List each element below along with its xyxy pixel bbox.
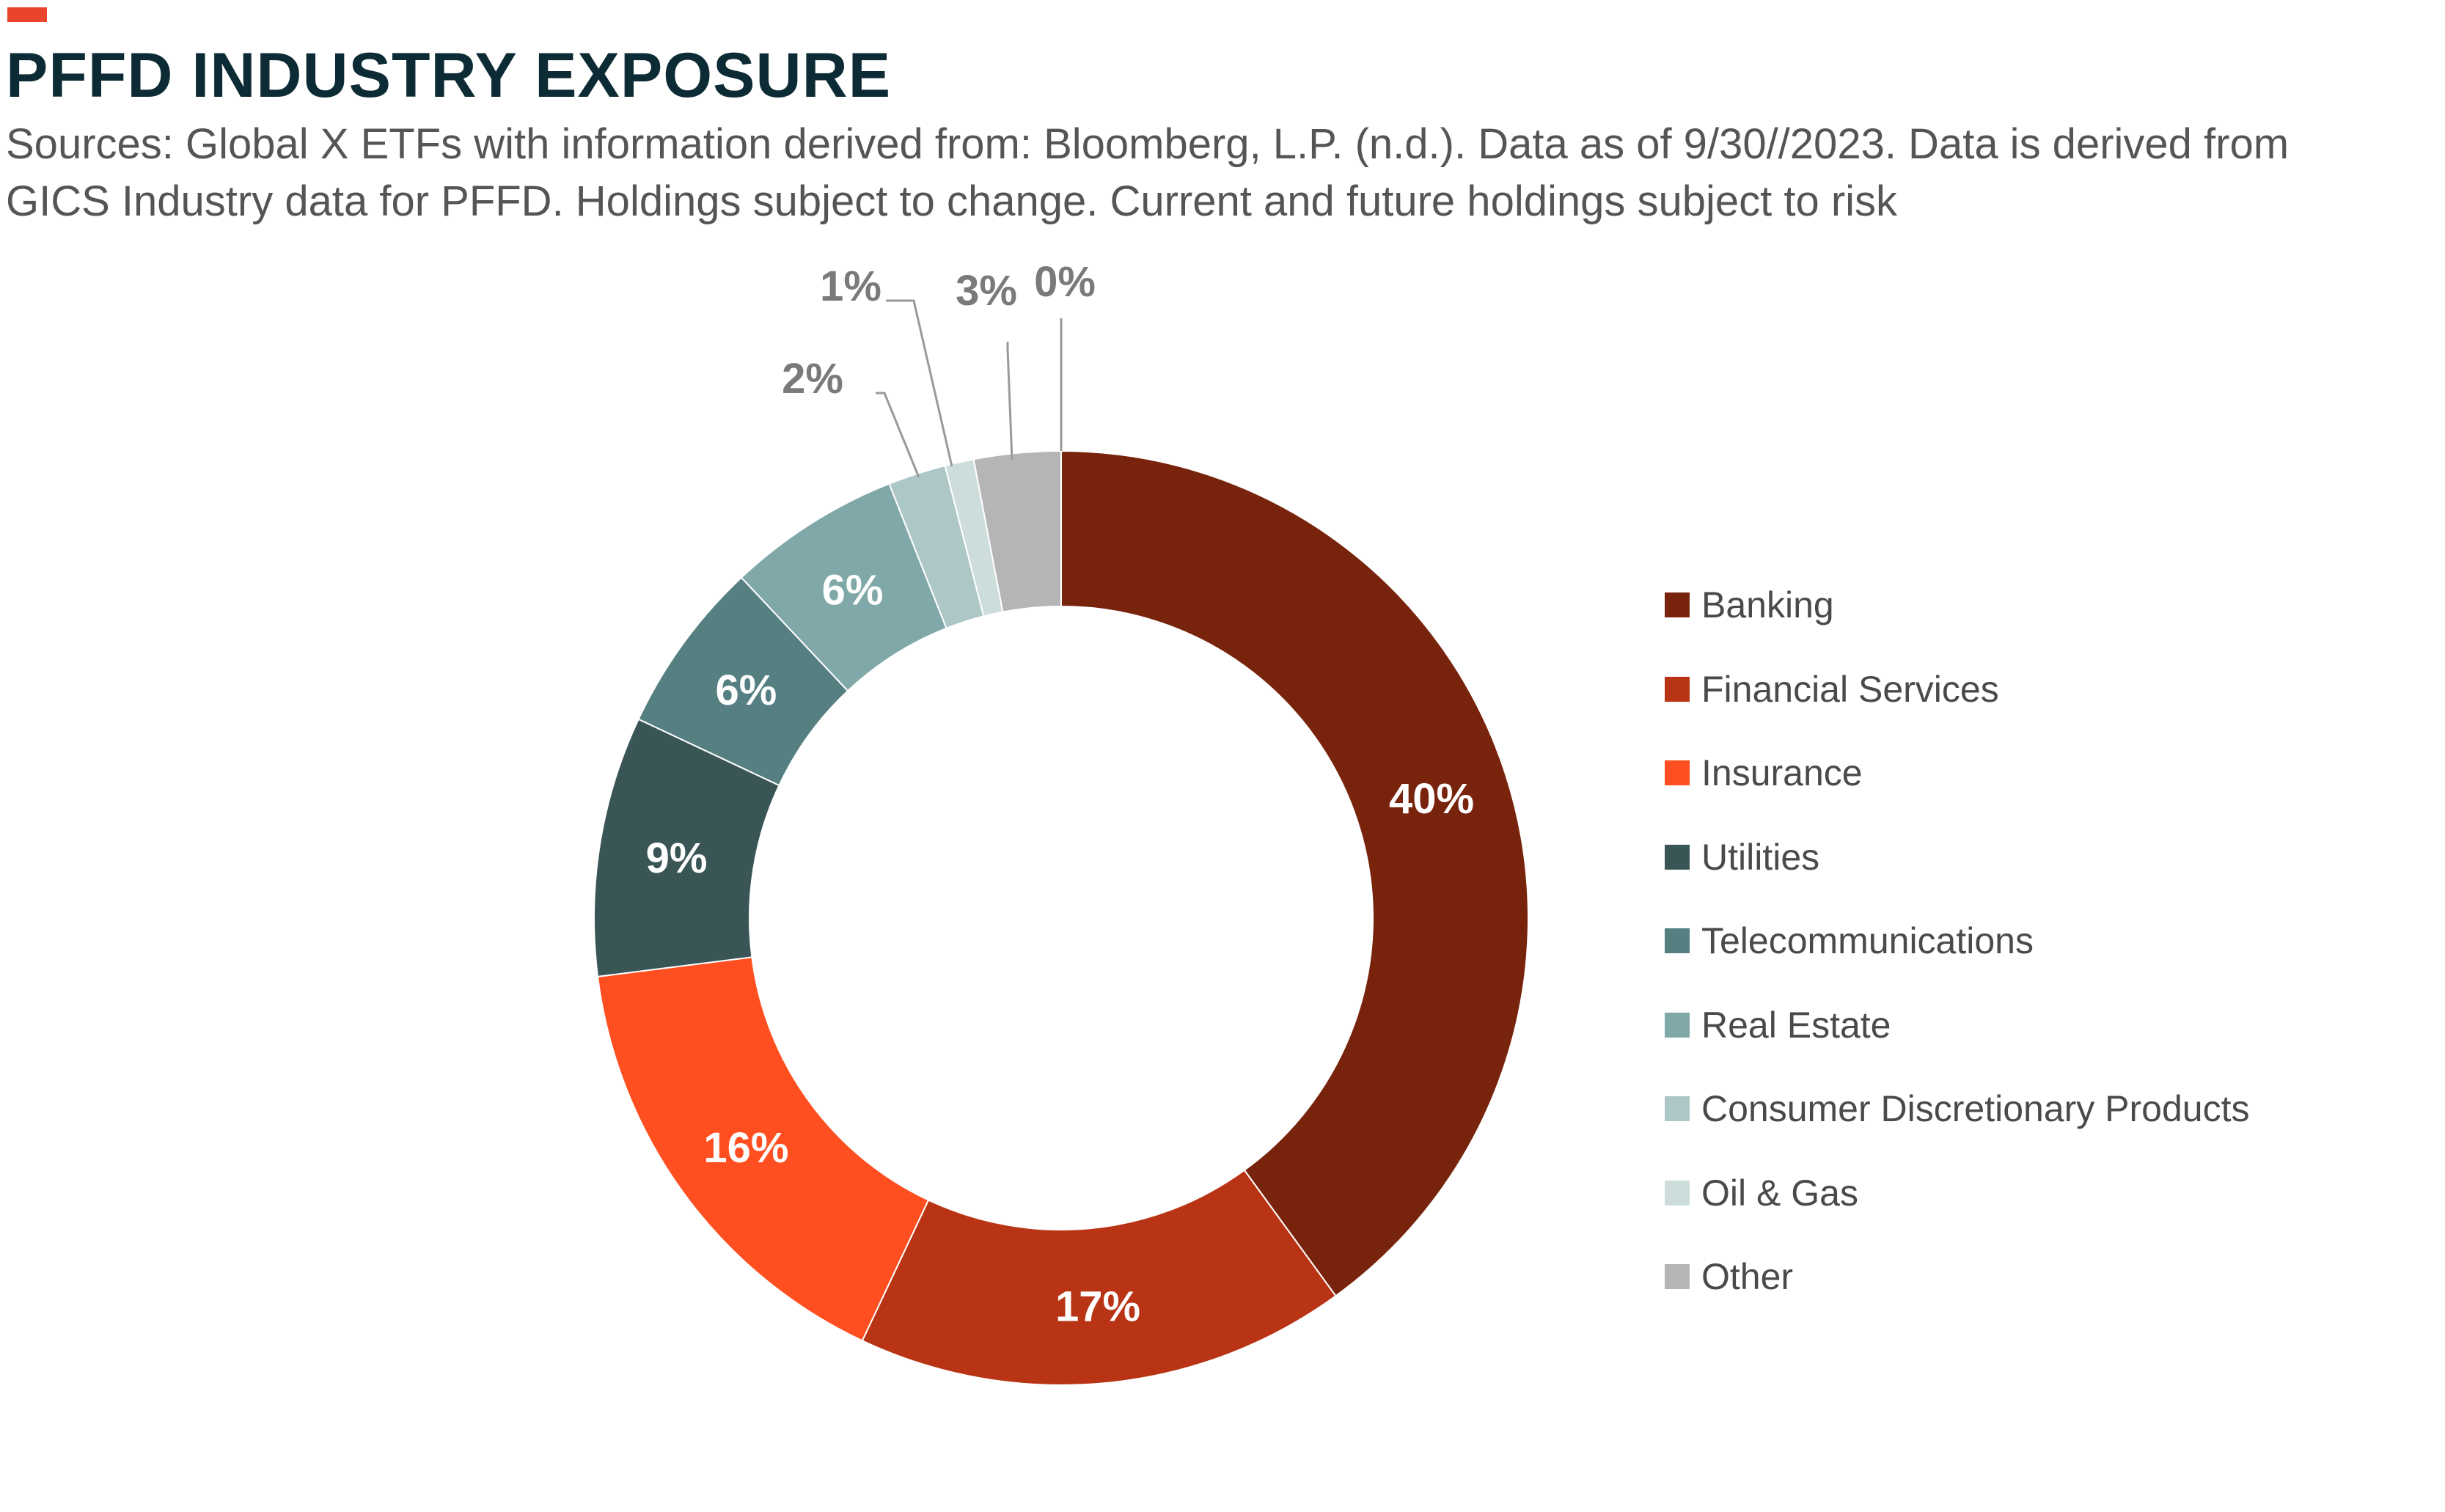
legend-swatch (1665, 760, 1690, 786)
data-label-other: 3% (956, 267, 1017, 315)
chart-subtitle: Sources: Global X ETFs with information … (6, 116, 2433, 230)
slice-insurance (596, 956, 930, 1342)
slice-financial-services (861, 1169, 1337, 1386)
leader-line-other (1006, 342, 1013, 460)
legend-item-utilities: Utilities (1665, 815, 2250, 900)
legend-item-banking: Banking (1665, 563, 2250, 647)
legend-item-other: Other (1665, 1235, 2250, 1319)
data-label-insurance: 16% (703, 1124, 788, 1172)
legend-item-financial-services: Financial Services (1665, 647, 2250, 732)
chart-legend: Banking Financial Services Insurance Utilit… (1665, 563, 2250, 1319)
legend-item-oil-and-gas: Oil & Gas (1665, 1151, 2250, 1236)
legend-label: Banking (1701, 584, 1834, 626)
legend-item-consumer-discretionary-products: Consumer Discretionary Products (1665, 1067, 2250, 1151)
legend-label: Real Estate (1701, 1004, 1891, 1046)
data-label-real-estate: 6% (822, 567, 884, 614)
data-label-financial-services: 17% (1055, 1283, 1140, 1331)
legend-swatch (1665, 1096, 1690, 1122)
legend-label: Telecommunications (1701, 920, 2034, 962)
data-label-telecommunications: 6% (715, 667, 777, 714)
legend-label: Financial Services (1701, 668, 1999, 710)
legend-swatch (1665, 1180, 1690, 1205)
legend-swatch (1665, 928, 1690, 954)
legend-swatch (1665, 1012, 1690, 1038)
accent-bar (7, 7, 47, 22)
subtitle-line-1: Sources: Global X ETFs with information … (6, 120, 2290, 168)
data-label-utilities: 9% (646, 834, 708, 882)
chart-title: PFFD INDUSTRY EXPOSURE (6, 40, 892, 111)
legend-label: Oil & Gas (1701, 1172, 1858, 1214)
data-label-consumer-discretionary-products: 2% (782, 355, 843, 403)
legend-swatch (1665, 592, 1690, 618)
legend-label: Other (1701, 1256, 1794, 1298)
legend-label: Insurance (1701, 752, 1863, 794)
data-label-oil-and-gas: 1% (820, 263, 881, 310)
legend-label: Utilities (1701, 836, 1820, 878)
legend-item-real-estate: Real Estate (1665, 983, 2250, 1068)
data-label-unlabeled: 0% (1034, 258, 1096, 306)
legend-item-insurance: Insurance (1665, 731, 2250, 815)
slice-other (972, 449, 1062, 613)
legend-swatch (1665, 676, 1690, 702)
legend-label: Consumer Discretionary Products (1701, 1088, 2250, 1130)
leader-line-oil-and-gas (886, 299, 953, 467)
legend-item-telecommunications: Telecommunications (1665, 899, 2250, 983)
leader-line-consumer-discretionary-products (876, 392, 920, 478)
slice-banking (1060, 449, 1529, 1297)
data-label-banking: 40% (1389, 775, 1474, 823)
legend-swatch (1665, 844, 1690, 870)
subtitle-line-2: GICS Industry data for PFFD. Holdings su… (6, 177, 1898, 225)
legend-swatch (1665, 1264, 1690, 1290)
